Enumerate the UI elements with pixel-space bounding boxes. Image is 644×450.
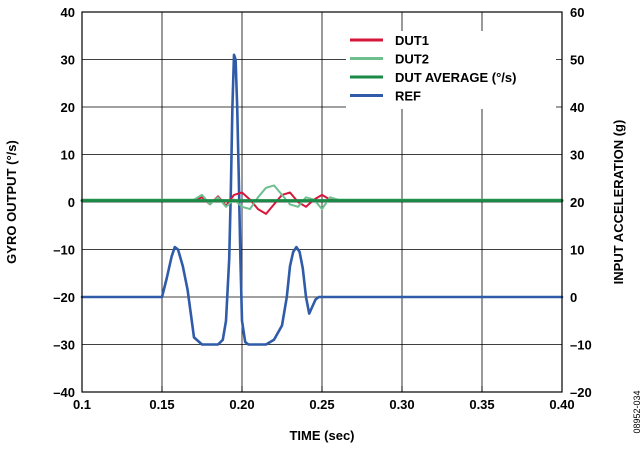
x-axis-title: TIME (sec) [289, 428, 354, 443]
legend-label: DUT1 [395, 33, 429, 48]
series-line-ref [80, 53, 564, 346]
y2-tick-label: 50 [570, 53, 584, 68]
y2-tick-label: 0 [570, 290, 577, 305]
y-tick-label: 0 [68, 195, 75, 210]
y2-tick-label: 30 [570, 148, 584, 163]
y-tick-label: 20 [61, 100, 75, 115]
legend-label: DUT2 [395, 52, 429, 67]
legend-label: REF [395, 89, 421, 104]
x-tick-label: 0.40 [549, 397, 574, 412]
y-tick-label: –10 [53, 243, 75, 258]
x-tick-label: 0.25 [309, 397, 334, 412]
series-layer [80, 53, 564, 346]
x-tick-label: 0.15 [149, 397, 174, 412]
y2-tick-label: 20 [570, 195, 584, 210]
y2-tick-label: –10 [570, 338, 592, 353]
x-tick-label: 0.30 [389, 397, 414, 412]
figure-id: 08952-034 [632, 390, 642, 433]
y2-tick-label: 10 [570, 243, 584, 258]
y2-tick-label: 40 [570, 100, 584, 115]
y-tick-label: 10 [61, 148, 75, 163]
y-tick-label: –30 [53, 338, 75, 353]
x-tick-label: 0.1 [73, 397, 91, 412]
y2-axis-title: INPUT ACCELERATION (g) [611, 120, 626, 285]
y-tick-label: –40 [53, 385, 75, 400]
y2-tick-label: 60 [570, 5, 584, 20]
y-tick-label: 40 [61, 5, 75, 20]
tick-layer: 0.1 0.15 0.20 0.25 0.30 0.35 0.40 40 30 20 10 0 –10 –… [53, 5, 591, 412]
x-tick-label: 0.35 [469, 397, 494, 412]
y-tick-label: –20 [53, 290, 75, 305]
x-tick-label: 0.20 [229, 397, 254, 412]
y-tick-label: 30 [61, 53, 75, 68]
y-axis-title: GYRO OUTPUT (°/s) [4, 140, 19, 264]
legend-label: DUT AVERAGE (°/s) [395, 70, 516, 85]
y2-tick-label: –20 [570, 385, 592, 400]
legend: DUT1 DUT2 DUT AVERAGE (°/s) REF [346, 31, 556, 109]
